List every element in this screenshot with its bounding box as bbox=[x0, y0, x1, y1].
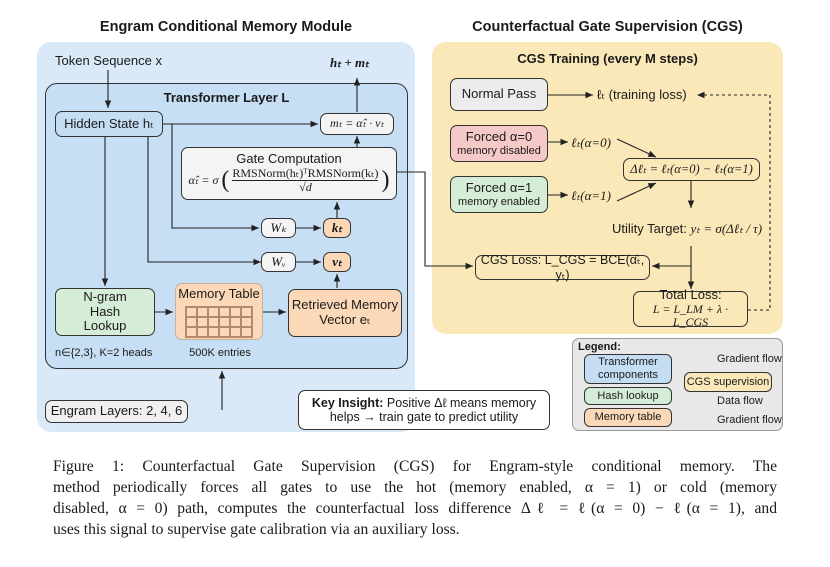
arrow-hidden-to-wk bbox=[171, 124, 259, 232]
left-title: Engram Conditional Memory Module bbox=[99, 19, 353, 35]
cgs-training-title: CGS Training (every M steps) bbox=[517, 51, 698, 66]
hidden-state-label: Hidden State hₜ bbox=[64, 115, 154, 131]
forced1-box: Forced α=1 memory enabled bbox=[450, 176, 548, 213]
engram-layers-label: Engram Layers: 2, 4, 6 bbox=[50, 403, 183, 419]
training-loss-label: ℓₜ (training loss) bbox=[597, 87, 687, 102]
loss0-label: ℓₜ(α=0) bbox=[571, 135, 612, 150]
utility-formula: yₜ = σ(Δℓₜ / τ) bbox=[690, 221, 763, 236]
output-label: hₜ + mₜ bbox=[330, 55, 369, 70]
loss1-label: ℓₜ(α=1) bbox=[571, 188, 612, 203]
kt-box: kₜ bbox=[323, 218, 351, 238]
arrow-hidden-to-wv bbox=[147, 137, 261, 266]
legend-data: Data flow bbox=[717, 395, 763, 407]
vt-box: vₜ bbox=[323, 252, 351, 272]
total-loss-box: Total Loss: L = L_LM + λ · L_CGS bbox=[633, 286, 748, 329]
key-insight-line2: helps → train gate to predict utility bbox=[329, 410, 519, 424]
forced0-box: Forced α=0 memory disabled bbox=[450, 125, 548, 162]
memory-table-box: Memory Table bbox=[175, 283, 263, 340]
right-title: Counterfactual Gate Supervision (CGS) bbox=[472, 19, 743, 35]
gate-numerator: RMSNorm(hₜ)ᵀRMSNorm(kₜ) bbox=[232, 165, 379, 182]
cgs-loss-label: CGS Loss: L_CGS = BCE(α̂ₜ, yₜ) bbox=[480, 253, 645, 282]
caption-line: method periodically forces all gates to … bbox=[53, 479, 777, 496]
key-insight-bold: Key Insight: bbox=[311, 395, 384, 410]
wv-label: Wᵥ bbox=[271, 253, 286, 269]
legend-memory: Memory table bbox=[584, 408, 672, 427]
forced1-sub: memory enabled bbox=[458, 195, 540, 208]
mt-label: mₜ = α̂ₜ · vₜ bbox=[329, 116, 384, 131]
arrow-loss0-to-delta bbox=[616, 138, 657, 158]
wv-box: Wᵥ bbox=[261, 252, 296, 272]
wk-label: Wₖ bbox=[270, 219, 287, 235]
gate-computation-box: Gate Computation α̂ₜ = σ( RMSNorm(hₜ)ᵀRM… bbox=[181, 147, 397, 200]
layer-title: Transformer Layer L bbox=[163, 90, 290, 105]
caption-line: Figure 1: Counterfactual Gate Supervisio… bbox=[53, 458, 777, 475]
legend-title: Legend: bbox=[578, 341, 621, 353]
memory-entries: 500K entries bbox=[189, 347, 251, 359]
forced0-label: Forced α=0 bbox=[465, 128, 533, 144]
utility-label: Utility Target: bbox=[612, 221, 687, 236]
kt-label: kₜ bbox=[331, 219, 343, 235]
arrow-loss1-to-delta bbox=[616, 182, 657, 202]
gate-lhs: α̂ₜ = σ bbox=[188, 173, 219, 188]
vt-label: vₜ bbox=[332, 253, 342, 269]
key-insight-line1: Positive Δℓ means memory bbox=[383, 395, 537, 410]
memory-table-label: Memory Table bbox=[178, 286, 260, 301]
forced1-label: Forced α=1 bbox=[465, 179, 533, 195]
mt-box: mₜ = α̂ₜ · vₜ bbox=[320, 113, 394, 135]
retrieved-box: Retrieved Memory Vector eₜ bbox=[288, 289, 402, 337]
cgs-loss-box: CGS Loss: L_CGS = BCE(α̂ₜ, yₜ) bbox=[475, 253, 650, 282]
wk-box: Wₖ bbox=[261, 218, 296, 238]
gradient-feedback-arrow bbox=[697, 91, 771, 311]
legend-cgs: CGS supervision bbox=[684, 372, 772, 392]
caption-line: disabled, α = 0) path, computes the coun… bbox=[53, 500, 777, 517]
arrow-gate-to-cgs-loss bbox=[397, 171, 473, 270]
utility-target: Utility Target: yₜ = σ(Δℓₜ / τ) bbox=[612, 221, 762, 237]
ngram-note: n∈{2,3}, K=2 heads bbox=[55, 347, 153, 359]
gate-title: Gate Computation bbox=[236, 150, 342, 166]
ngram-label: N-gram Hash Lookup bbox=[83, 288, 127, 334]
caption-line: uses this signal to supervise gate calib… bbox=[53, 521, 460, 538]
normal-pass-box: Normal Pass bbox=[450, 78, 548, 111]
key-insight-box: Key Insight: Positive Δℓ means memory he… bbox=[298, 390, 550, 430]
legend-gradient-1: Gradient flow bbox=[717, 353, 782, 365]
total-loss-formula: L = L_LM + λ · L_CGS bbox=[652, 301, 729, 330]
figure-caption: Figure 1: Counterfactual Gate Supervisio… bbox=[53, 456, 777, 540]
engram-layers-box: Engram Layers: 2, 4, 6 bbox=[45, 400, 188, 423]
legend-hash: Hash lookup bbox=[584, 387, 672, 405]
normal-pass-label: Normal Pass bbox=[461, 86, 537, 102]
forced0-sub: memory disabled bbox=[457, 144, 541, 157]
legend-gradient-2: Gradient flow bbox=[717, 414, 782, 426]
token-sequence-label: Token Sequence x bbox=[55, 53, 162, 68]
legend-transformer: Transformer components bbox=[584, 354, 672, 384]
ngram-box: N-gram Hash Lookup bbox=[55, 288, 155, 336]
delta-label: Δℓₜ = ℓₜ(α=0) − ℓₜ(α=1) bbox=[630, 162, 753, 177]
delta-box: Δℓₜ = ℓₜ(α=0) − ℓₜ(α=1) bbox=[623, 158, 760, 181]
memory-grid-icon bbox=[185, 305, 253, 338]
gate-denominator: √d bbox=[299, 180, 312, 195]
total-loss-title: Total Loss: bbox=[659, 286, 722, 302]
retrieved-label: Retrieved Memory Vector eₜ bbox=[291, 297, 399, 327]
hidden-state-box: Hidden State hₜ bbox=[55, 111, 163, 137]
